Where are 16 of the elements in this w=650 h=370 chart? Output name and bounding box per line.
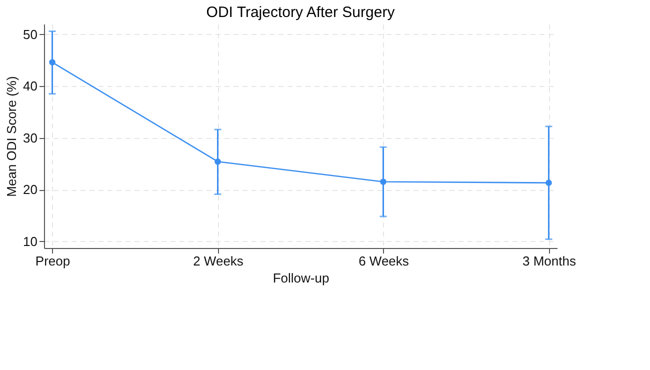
y-tick-label: 50 [23, 26, 38, 42]
x-tick-label: 3 Months [522, 254, 576, 268]
point [214, 158, 221, 165]
point [546, 180, 552, 186]
x-tick-label: 6 Weeks [358, 254, 410, 268]
chart-title: ODI Trajectory After Surgery [206, 4, 396, 21]
y-tick-label: 10 [23, 234, 38, 249]
y-tick-label: 20 [23, 182, 38, 198]
x-tick-label: Preop [35, 254, 70, 268]
y-tick-label: 40 [23, 78, 38, 94]
point [380, 178, 386, 185]
x-axis-title: Follow-up [272, 270, 330, 286]
point [49, 59, 56, 66]
y-axis-title: Mean ODI Score (%) [4, 76, 20, 197]
y-tick-label: 30 [23, 130, 38, 146]
x-tick-label: 2 Weeks [193, 254, 244, 268]
